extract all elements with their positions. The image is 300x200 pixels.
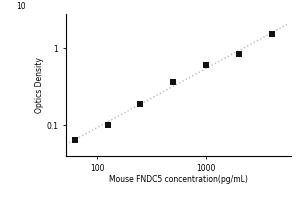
Point: [105, 124, 110, 127]
Y-axis label: Optics Density: Optics Density: [34, 57, 43, 113]
Point: [269, 32, 274, 35]
Text: 10: 10: [16, 2, 26, 11]
Point: [236, 52, 241, 55]
Point: [204, 64, 208, 67]
Point: [171, 80, 176, 83]
Point: [138, 102, 143, 106]
X-axis label: Mouse FNDC5 concentration(pg/mL): Mouse FNDC5 concentration(pg/mL): [109, 175, 248, 184]
Point: [72, 138, 77, 141]
